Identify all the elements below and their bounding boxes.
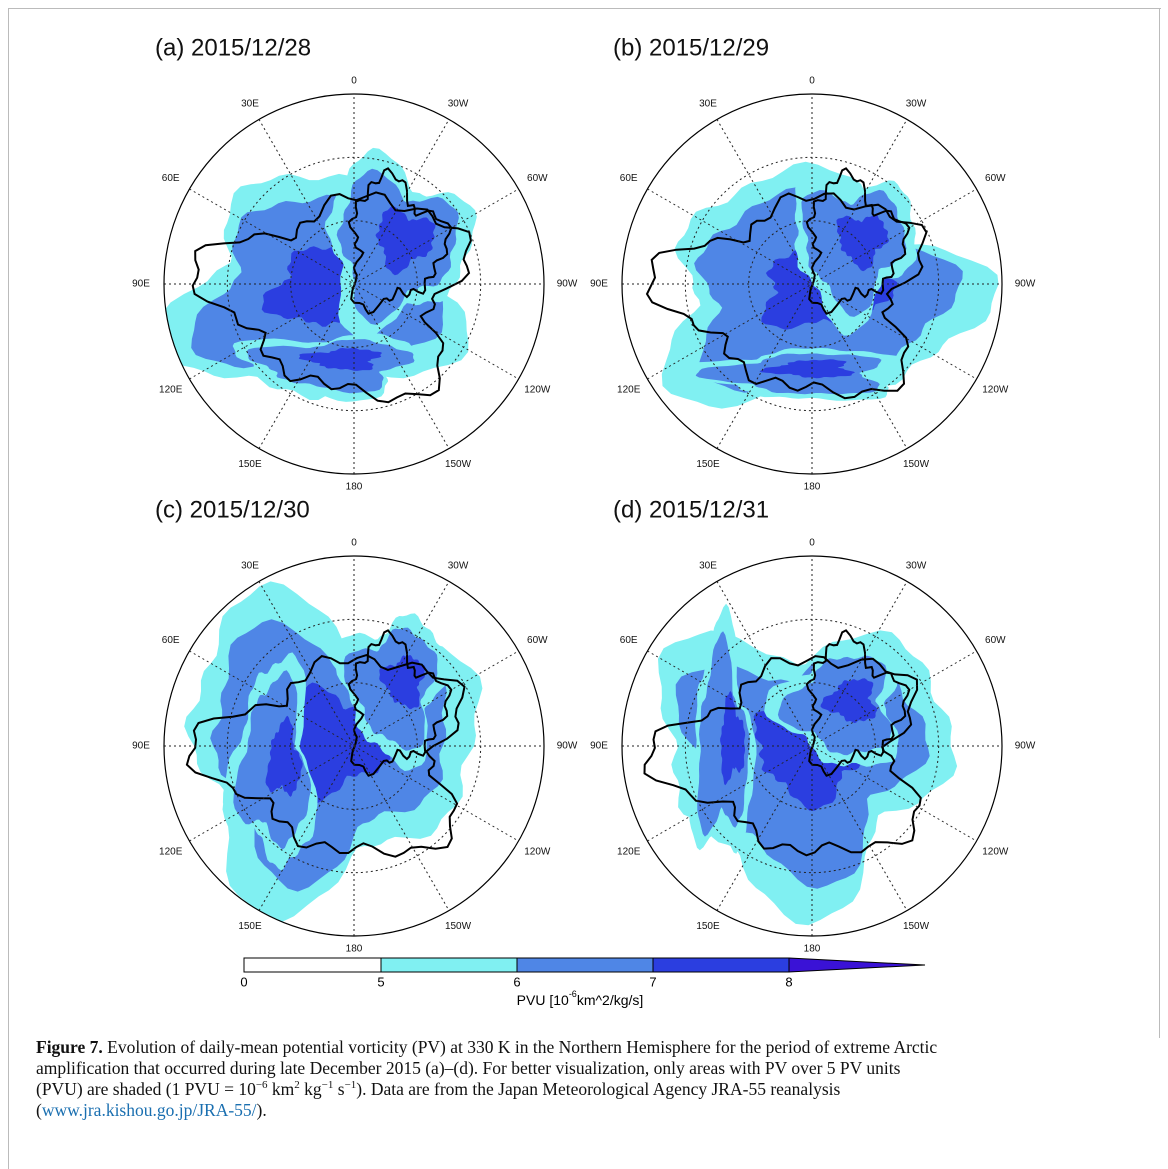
colorbar-tick: 7 xyxy=(649,974,656,989)
longitude-label: 120W xyxy=(982,384,1009,395)
caption-text: Evolution of daily-mean potential vortic… xyxy=(103,1037,937,1057)
caption-text: (PVU) are shaded (1 PVU = 10 xyxy=(36,1079,256,1099)
longitude-label: 60W xyxy=(527,635,548,646)
longitude-label: 0 xyxy=(809,538,815,549)
caption-line: Figure 7. Evolution of daily-mean potent… xyxy=(36,1037,1146,1058)
colorbar-segment xyxy=(517,958,653,972)
caption-text: amplification that occurred during late … xyxy=(36,1058,900,1078)
page: 0 5 6 7 8 PVU [10-6km^2/kg/s] 0 30W 60W 90W… xyxy=(0,0,1168,1153)
longitude-label: 150E xyxy=(238,921,262,932)
colorbar: 0 5 6 7 8 PVU [10-6km^2/kg/s] xyxy=(240,958,925,1008)
longitude-label: 60W xyxy=(985,635,1006,646)
longitude-label: 90E xyxy=(132,279,150,290)
longitude-label: 150E xyxy=(696,459,720,470)
caption-line: (PVU) are shaded (1 PVU = 10−6 km2 kg−1 … xyxy=(36,1079,1146,1100)
longitude-label: 120E xyxy=(617,846,641,857)
colorbar-segment xyxy=(653,958,789,972)
sup: −1 xyxy=(345,1079,357,1091)
caption-label: Figure 7. xyxy=(36,1037,103,1057)
longitude-label: 0 xyxy=(809,76,815,87)
colorbar-segment xyxy=(381,958,517,972)
longitude-label: 90W xyxy=(1015,741,1036,752)
longitude-label: 30E xyxy=(699,99,717,110)
label-text: PVU [10 xyxy=(517,992,569,1008)
map-panel: 0 30W 60W 90W 120W 150W 180 150E 120E 90E 60E 30E (a… xyxy=(132,34,578,492)
map-panel: 0 30W 60W 90W 120W 150W 180 150E 120E 90E 60E 30E (b… xyxy=(590,34,1036,492)
longitude-label: 150W xyxy=(903,921,930,932)
caption-line: amplification that occurred during late … xyxy=(36,1058,1146,1079)
longitude-label: 180 xyxy=(346,482,363,493)
longitude-label: 180 xyxy=(804,944,821,955)
shading xyxy=(645,604,958,925)
colorbar-triangle xyxy=(789,958,925,972)
label-text: km^2/kg/s] xyxy=(577,992,643,1008)
caption-line: (www.jra.kishou.go.jp/JRA-55/). xyxy=(36,1100,1146,1121)
longitude-label: 0 xyxy=(351,76,357,87)
longitude-label: 30W xyxy=(906,561,927,572)
longitude-label: 60W xyxy=(985,173,1006,184)
colorbar-segment xyxy=(244,958,381,972)
longitude-label: 120W xyxy=(524,384,551,395)
longitude-label: 120E xyxy=(159,846,183,857)
longitude-label: 180 xyxy=(346,944,363,955)
caption: Figure 7. Evolution of daily-mean potent… xyxy=(36,1037,1146,1121)
label-sup: -6 xyxy=(569,989,577,999)
longitude-label: 90W xyxy=(557,279,578,290)
panel-title: (d) 2015/12/31 xyxy=(613,496,769,523)
shading xyxy=(647,162,999,409)
colorbar-tick: 8 xyxy=(785,974,792,989)
colorbar-tick: 6 xyxy=(513,974,520,989)
longitude-label: 90W xyxy=(557,741,578,752)
colorbar-tick: 5 xyxy=(377,974,384,989)
longitude-label: 150W xyxy=(445,459,472,470)
caption-text: km xyxy=(268,1079,295,1099)
longitude-label: 30W xyxy=(448,561,469,572)
longitude-label: 120W xyxy=(982,846,1009,857)
longitude-label: 120W xyxy=(524,846,551,857)
longitude-label: 90E xyxy=(590,741,608,752)
sup: −6 xyxy=(256,1079,268,1091)
longitude-label: 0 xyxy=(351,538,357,549)
caption-text: kg xyxy=(300,1079,322,1099)
longitude-label: 60E xyxy=(620,173,638,184)
link[interactable]: www.jra.kishou.go.jp/JRA-55/ xyxy=(42,1100,257,1120)
panel-title: (c) 2015/12/30 xyxy=(155,496,310,523)
longitude-label: 30E xyxy=(241,561,259,572)
longitude-label: 30E xyxy=(241,99,259,110)
colorbar-tick: 0 xyxy=(240,974,247,989)
map-panel: 0 30W 60W 90W 120W 150W 180 150E 120E 90E 60E 30E (d… xyxy=(590,496,1036,954)
longitude-label: 30W xyxy=(448,99,469,110)
longitude-label: 150E xyxy=(696,921,720,932)
longitude-label: 150E xyxy=(238,459,262,470)
longitude-label: 30W xyxy=(906,99,927,110)
caption-text: s xyxy=(333,1079,344,1099)
panel-title: (a) 2015/12/28 xyxy=(155,34,311,61)
figure: 0 5 6 7 8 PVU [10-6km^2/kg/s] 0 30W 60W 90W… xyxy=(0,0,1168,1030)
longitude-label: 60E xyxy=(162,635,180,646)
longitude-label: 120E xyxy=(617,384,641,395)
longitude-label: 90W xyxy=(1015,279,1036,290)
longitude-label: 120E xyxy=(159,384,183,395)
longitude-label: 90E xyxy=(590,279,608,290)
longitude-label: 90E xyxy=(132,741,150,752)
longitude-label: 150W xyxy=(903,459,930,470)
longitude-label: 30E xyxy=(699,561,717,572)
colorbar-label: PVU [10-6km^2/kg/s] xyxy=(517,989,644,1007)
longitude-label: 60W xyxy=(527,173,548,184)
longitude-label: 60E xyxy=(620,635,638,646)
panel-title: (b) 2015/12/29 xyxy=(613,34,769,61)
shading xyxy=(160,148,477,402)
sup: −1 xyxy=(322,1079,334,1091)
longitude-label: 180 xyxy=(804,482,821,493)
shading xyxy=(184,581,482,923)
longitude-label: 150W xyxy=(445,921,472,932)
caption-text: ). xyxy=(257,1100,267,1120)
longitude-label: 60E xyxy=(162,173,180,184)
caption-text: ). Data are from the Japan Meteorologica… xyxy=(356,1079,840,1099)
map-panel: 0 30W 60W 90W 120W 150W 180 150E 120E 90E 60E 30E (c… xyxy=(132,496,578,954)
